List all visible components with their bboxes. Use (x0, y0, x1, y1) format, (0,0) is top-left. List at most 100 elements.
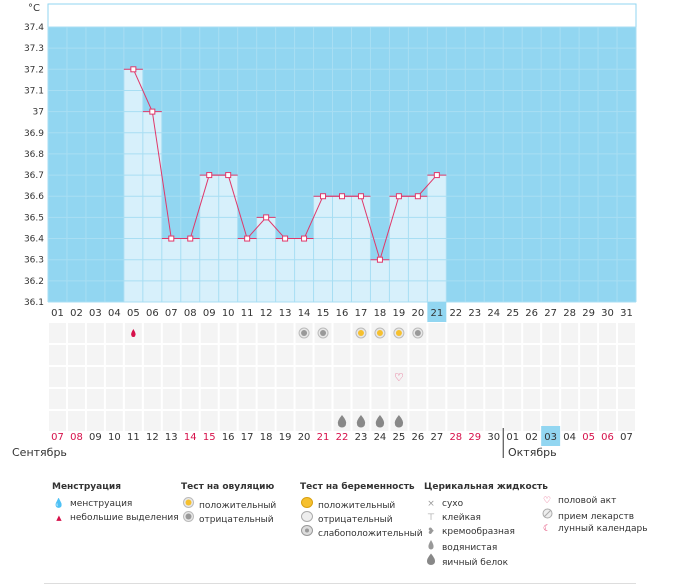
marker-cell (85, 366, 105, 388)
ovulation-positive-icon-core (357, 330, 364, 336)
date-number: 07 (620, 432, 633, 443)
date-number: 07 (51, 432, 64, 443)
marker-cell (199, 344, 219, 366)
marker-cell (503, 322, 523, 344)
marker-cell (351, 344, 371, 366)
marker-cell (579, 322, 599, 344)
date-number: 05 (582, 432, 595, 443)
day-number: 04 (108, 308, 121, 319)
marker-cell (503, 410, 523, 432)
marker-cell (180, 322, 200, 344)
marker-cell (408, 366, 428, 388)
date-number: 11 (127, 432, 140, 443)
day-number: 19 (393, 308, 406, 319)
temp-bar (275, 238, 295, 302)
legend-item: небольшие выделения (70, 513, 179, 523)
marker-cell (427, 344, 447, 366)
day-number-row: 01 02 03 04 05 06 07 08 09 10 11 12 13 14 15 16 17 18 19 20… (51, 302, 633, 322)
ovulation-positive-icon (181, 497, 195, 513)
marker-cell (275, 366, 295, 388)
marker-cell (446, 388, 466, 410)
legend-item: сухо (442, 499, 464, 509)
moon-icon: ☾ (542, 524, 552, 534)
temp-point (168, 235, 175, 242)
date-number: 26 (412, 432, 425, 443)
temp-segment (303, 196, 324, 239)
date-number: 19 (279, 432, 292, 443)
y-tick-label: 37 (33, 108, 44, 118)
marker-cell (142, 344, 162, 366)
menstruation-drop-icon: 💧 (53, 499, 65, 509)
y-tick-label: 36.9 (24, 129, 44, 139)
pregnancy-positive-icon (300, 497, 314, 513)
temp-segment (151, 111, 172, 239)
y-tick-label: 36.2 (24, 277, 44, 287)
marker-cell (332, 366, 352, 388)
day-number: 27 (544, 308, 557, 319)
marker-cell (370, 366, 390, 388)
date-number: 10 (108, 432, 121, 443)
marker-cell (237, 388, 257, 410)
temp-point (357, 193, 364, 200)
temp-bar (123, 69, 143, 302)
temp-bar (142, 111, 162, 302)
marker-cell (427, 410, 447, 432)
marker-cell (294, 366, 314, 388)
marker-cell (598, 388, 618, 410)
date-number: 09 (89, 432, 102, 443)
marker-cell (427, 388, 447, 410)
temp-point (376, 256, 383, 263)
legend-item: лунный календарь (558, 524, 648, 534)
bottom-divider (44, 583, 636, 584)
marker-cell (522, 322, 542, 344)
marker-cell (218, 366, 238, 388)
marker-cell (617, 388, 637, 410)
marker-cell (370, 388, 390, 410)
marker-cell (48, 388, 67, 410)
dry-icon: × (427, 499, 435, 509)
y-tick-label: 36.6 (24, 192, 44, 202)
temp-point (263, 214, 270, 221)
marker-cell (48, 322, 67, 344)
day-number: 11 (241, 308, 254, 319)
temp-point (149, 108, 156, 115)
day-number: 03 (89, 308, 102, 319)
marker-cell (484, 410, 504, 432)
ovulation-positive-icon-core (376, 330, 383, 336)
marker-cell (351, 388, 371, 410)
marker-cell (237, 366, 257, 388)
ovulation-negative-icon (181, 511, 195, 527)
temp-bar (351, 196, 371, 302)
marker-cell (408, 388, 428, 410)
legend-title: Тест на овуляцию (181, 482, 275, 492)
date-number: 28 (449, 432, 462, 443)
marker-cell (541, 388, 561, 410)
legend-item: яичный белок (442, 558, 509, 568)
day-number: 21 (430, 308, 443, 319)
day-number: 30 (601, 308, 614, 319)
marker-cell (104, 388, 124, 410)
y-tick-label: 36.4 (24, 235, 44, 245)
marker-cell (541, 366, 561, 388)
small-drop-icon: ▲ (56, 514, 62, 522)
marker-cell (123, 366, 143, 388)
date-number: 03 (544, 432, 557, 443)
marker-cell (389, 388, 409, 410)
date-number: 18 (260, 432, 273, 443)
sticky-icon: ⊤ (427, 513, 435, 523)
marker-cell (389, 366, 409, 388)
temp-point (244, 235, 251, 242)
marker-cell (522, 344, 542, 366)
marker-cell (237, 322, 257, 344)
marker-cell (180, 366, 200, 388)
marker-cell (123, 344, 143, 366)
marker-cell (579, 344, 599, 366)
marker-cell (66, 366, 86, 388)
temp-segment (417, 174, 438, 197)
legend-item: отрицательный (199, 515, 274, 525)
marker-cell (313, 366, 333, 388)
marker-cell (275, 344, 295, 366)
marker-cell (256, 322, 276, 344)
marker-cell (161, 410, 181, 432)
marker-cell (484, 388, 504, 410)
